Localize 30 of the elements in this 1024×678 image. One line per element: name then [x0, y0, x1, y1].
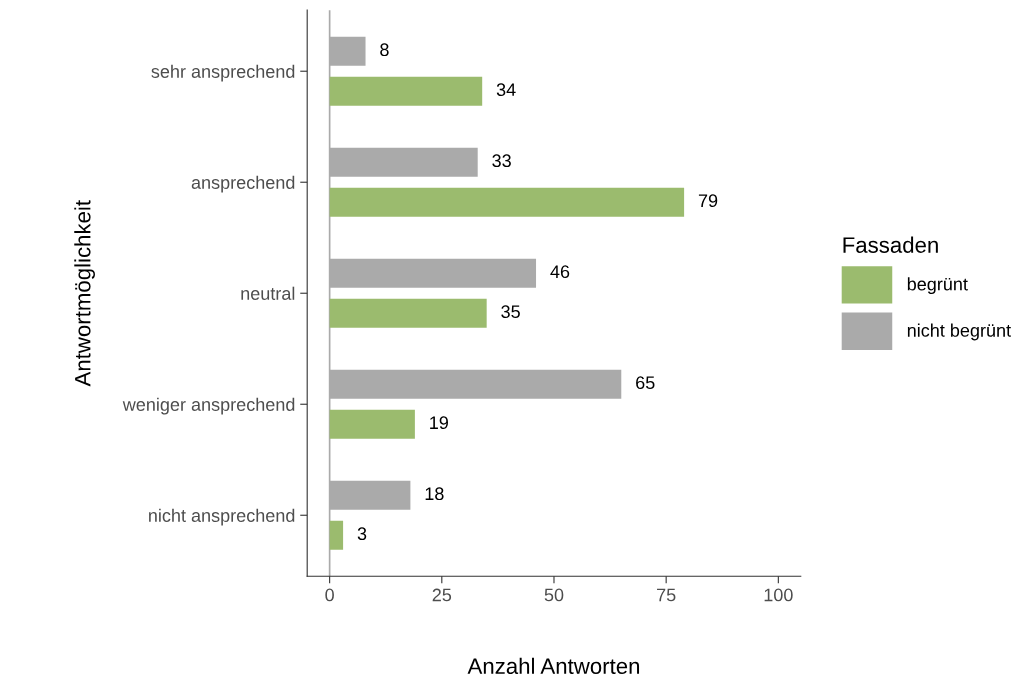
data-label: 46 — [550, 265, 570, 279]
y-tick-label: neutral — [241, 286, 295, 300]
bar — [329, 76, 483, 106]
bar — [329, 409, 415, 439]
data-label: 3 — [357, 527, 367, 541]
y-tick-label: weniger ansprechend — [122, 397, 295, 415]
bar — [329, 187, 685, 217]
data-label: 33 — [492, 154, 511, 168]
data-label: 19 — [430, 416, 448, 430]
data-label: 8 — [380, 43, 389, 57]
y-tick-label: nicht ansprechend — [149, 508, 295, 526]
y-tick-label: ansprechend — [191, 175, 295, 193]
x-tick-label: 0 — [325, 588, 334, 602]
bar — [329, 298, 487, 328]
x-tick-label: 25 — [432, 588, 452, 602]
y-tick-label: sehr ansprechend — [151, 64, 295, 82]
bar — [329, 520, 344, 550]
data-label: 18 — [425, 487, 444, 501]
data-label: 65 — [636, 376, 655, 390]
x-tick-label: 100 — [764, 588, 793, 602]
x-tick-label: 50 — [544, 588, 564, 602]
legend-label: nicht begrünt — [907, 323, 1011, 341]
legend-title: Fassaden — [843, 236, 938, 253]
y-axis-title: Antwortmöglichkeit — [74, 200, 95, 387]
x-axis-title: Anzahl Antworten — [467, 657, 640, 675]
data-label: 34 — [496, 83, 516, 97]
data-label: 79 — [698, 194, 718, 208]
legend-label: begrünt — [907, 277, 968, 295]
data-label: 35 — [501, 305, 520, 319]
x-tick-label: 75 — [657, 588, 676, 602]
